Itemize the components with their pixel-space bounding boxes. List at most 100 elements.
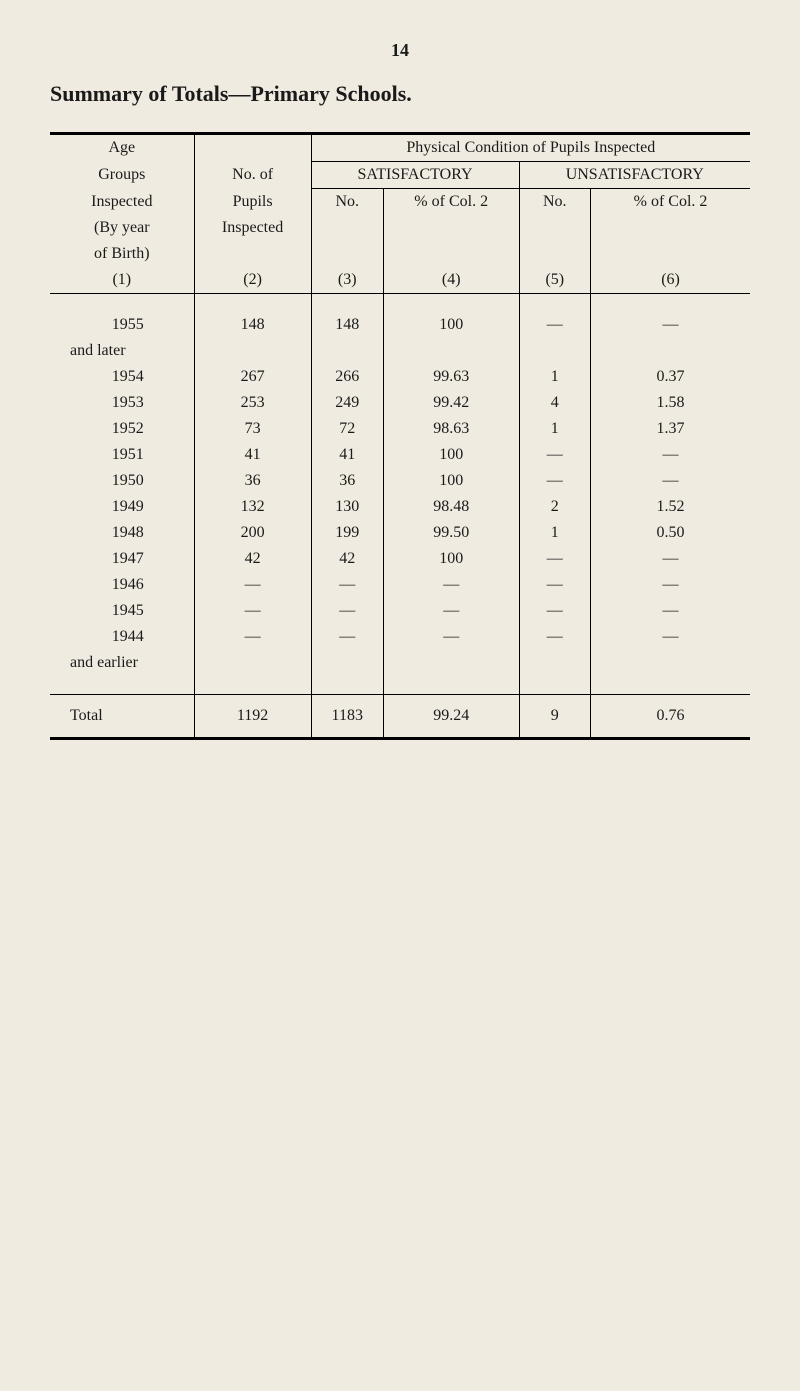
total-unsat-pct: 0.76: [591, 694, 750, 738]
cell-unsat-pct: [591, 338, 750, 364]
page-number: 14: [50, 40, 750, 61]
table-row: 1945 — — — — —: [50, 598, 750, 624]
col-num-6: (6): [591, 267, 750, 294]
cell-year: 1946: [50, 572, 194, 598]
cell-unsat-pct: —: [591, 312, 750, 338]
table-row: 1947 42 42 100 — —: [50, 546, 750, 572]
cell-pupils: [194, 650, 311, 676]
col-num-1: (1): [50, 267, 194, 294]
cell-sat-pct: 99.63: [383, 364, 519, 390]
cell-year: 1951: [50, 442, 194, 468]
cell-sat-pct: 98.63: [383, 416, 519, 442]
cell-sat-no: 249: [311, 390, 383, 416]
cell-sat-pct: —: [383, 572, 519, 598]
cell-unsat-pct: —: [591, 468, 750, 494]
cell-unsat-pct: 0.37: [591, 364, 750, 390]
cell-year: 1947: [50, 546, 194, 572]
cell-sat-no: [311, 650, 383, 676]
header-unsat-pct: % of Col. 2: [591, 189, 750, 241]
cell-unsat-no: 4: [519, 390, 591, 416]
cell-sat-no: —: [311, 572, 383, 598]
cell-sat-pct: 100: [383, 312, 519, 338]
cell-sat-pct: —: [383, 624, 519, 650]
table-row: and earlier: [50, 650, 750, 676]
cell-pupils: 253: [194, 390, 311, 416]
cell-year: 1949: [50, 494, 194, 520]
cell-unsat-no: 1: [519, 520, 591, 546]
table-row: 1952 73 72 98.63 1 1.37: [50, 416, 750, 442]
cell-pupils: 73: [194, 416, 311, 442]
header-empty6: [591, 241, 750, 267]
col-num-5: (5): [519, 267, 591, 294]
total-sat-pct: 99.24: [383, 694, 519, 738]
cell-sat-no: 148: [311, 312, 383, 338]
cell-pupils: —: [194, 598, 311, 624]
cell-unsat-pct: 1.37: [591, 416, 750, 442]
cell-sat-no: 36: [311, 468, 383, 494]
cell-sat-pct: 98.48: [383, 494, 519, 520]
table-row: 1951 41 41 100 — —: [50, 442, 750, 468]
summary-table: Age Physical Condition of Pupils Inspect…: [50, 132, 750, 740]
cell-pupils: [194, 338, 311, 364]
cell-sat-pct: 100: [383, 442, 519, 468]
cell-year: 1954: [50, 364, 194, 390]
cell-sat-pct: —: [383, 598, 519, 624]
header-unsatisfactory: UNSATISFACTORY: [519, 162, 750, 189]
header-unsat-no: No.: [519, 189, 591, 241]
header-inspected: Inspected: [50, 189, 194, 215]
col-num-2: (2): [194, 267, 311, 294]
cell-unsat-pct: —: [591, 442, 750, 468]
cell-pupils: 132: [194, 494, 311, 520]
header-empty5: [519, 241, 591, 267]
table-row: 1954 267 266 99.63 1 0.37: [50, 364, 750, 390]
cell-year: 1945: [50, 598, 194, 624]
header-pupils: Pupils: [194, 189, 311, 215]
header-empty: [194, 241, 311, 267]
cell-unsat-pct: 0.50: [591, 520, 750, 546]
cell-pupils: —: [194, 572, 311, 598]
cell-unsat-no: —: [519, 468, 591, 494]
cell-year: 1944: [50, 624, 194, 650]
cell-pupils: 200: [194, 520, 311, 546]
page-title: Summary of Totals—Primary Schools.: [50, 81, 750, 107]
cell-pupils: 148: [194, 312, 311, 338]
table-row: 1948 200 199 99.50 1 0.50: [50, 520, 750, 546]
cell-sat-pct: 100: [383, 546, 519, 572]
cell-pupils: 41: [194, 442, 311, 468]
cell-unsat-pct: —: [591, 624, 750, 650]
cell-sat-pct: [383, 650, 519, 676]
cell-year: 1955: [50, 312, 194, 338]
cell-sat-no: 266: [311, 364, 383, 390]
cell-unsat-pct: [591, 650, 750, 676]
header-inspected2: Inspected: [194, 215, 311, 241]
cell-year: 1950: [50, 468, 194, 494]
cell-sat-no: 41: [311, 442, 383, 468]
cell-year: and later: [50, 338, 194, 364]
cell-unsat-pct: —: [591, 546, 750, 572]
table-row: 1946 — — — — —: [50, 572, 750, 598]
header-groups: Groups: [50, 162, 194, 189]
header-satisfactory: SATISFACTORY: [311, 162, 519, 189]
cell-sat-no: 130: [311, 494, 383, 520]
total-pupils: 1192: [194, 694, 311, 738]
cell-unsat-pct: 1.52: [591, 494, 750, 520]
header-empty3: [311, 241, 383, 267]
total-sat-no: 1183: [311, 694, 383, 738]
cell-sat-no: 199: [311, 520, 383, 546]
cell-pupils: 42: [194, 546, 311, 572]
header-sat-no: No.: [311, 189, 383, 241]
cell-sat-no: [311, 338, 383, 364]
cell-unsat-no: —: [519, 442, 591, 468]
col-num-4: (4): [383, 267, 519, 294]
header-age: Age: [50, 134, 194, 162]
table-row: 1944 — — — — —: [50, 624, 750, 650]
cell-unsat-no: —: [519, 624, 591, 650]
cell-unsat-no: —: [519, 546, 591, 572]
cell-year: 1948: [50, 520, 194, 546]
cell-sat-pct: 100: [383, 468, 519, 494]
cell-unsat-no: 2: [519, 494, 591, 520]
header-empty4: [383, 241, 519, 267]
table-row: and later: [50, 338, 750, 364]
table-row: 1955 148 148 100 — —: [50, 312, 750, 338]
table-row: 1949 132 130 98.48 2 1.52: [50, 494, 750, 520]
